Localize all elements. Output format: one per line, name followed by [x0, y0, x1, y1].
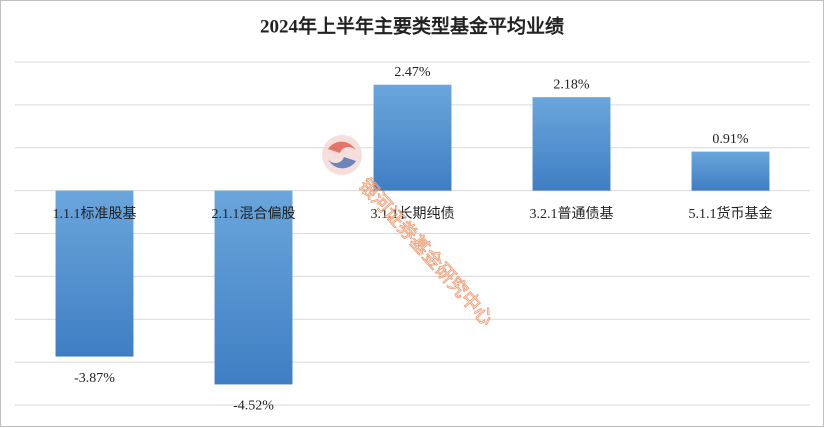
value-label: -4.52%: [233, 399, 274, 414]
bar: [55, 190, 134, 357]
value-label: -3.87%: [74, 371, 115, 386]
x-tick-label: 1.1.1标准股基: [53, 205, 137, 222]
bar: [691, 151, 770, 191]
x-tick-label: 3.2.1普通债基: [530, 205, 614, 222]
x-tick-label: 3.1.1长期纯债: [371, 206, 455, 222]
bars: 1.1.1标准股基 -3.87% 2.1.1混合偏股 -4.52% 3.1.1长期纯债 2…: [53, 65, 773, 414]
x-tick-label: 5.1.1货币基金: [689, 205, 773, 222]
chart-title: 2024年上半年主要类型基金平均业绩: [260, 14, 564, 37]
value-label: 2.47%: [394, 65, 431, 80]
bar: [214, 190, 293, 385]
bar: [532, 97, 611, 191]
value-label: 0.91%: [712, 132, 749, 147]
value-label: 2.18%: [553, 77, 590, 92]
logo: [322, 135, 362, 175]
x-tick-label: 2.1.1混合偏股: [212, 206, 296, 222]
bar: [373, 84, 452, 191]
